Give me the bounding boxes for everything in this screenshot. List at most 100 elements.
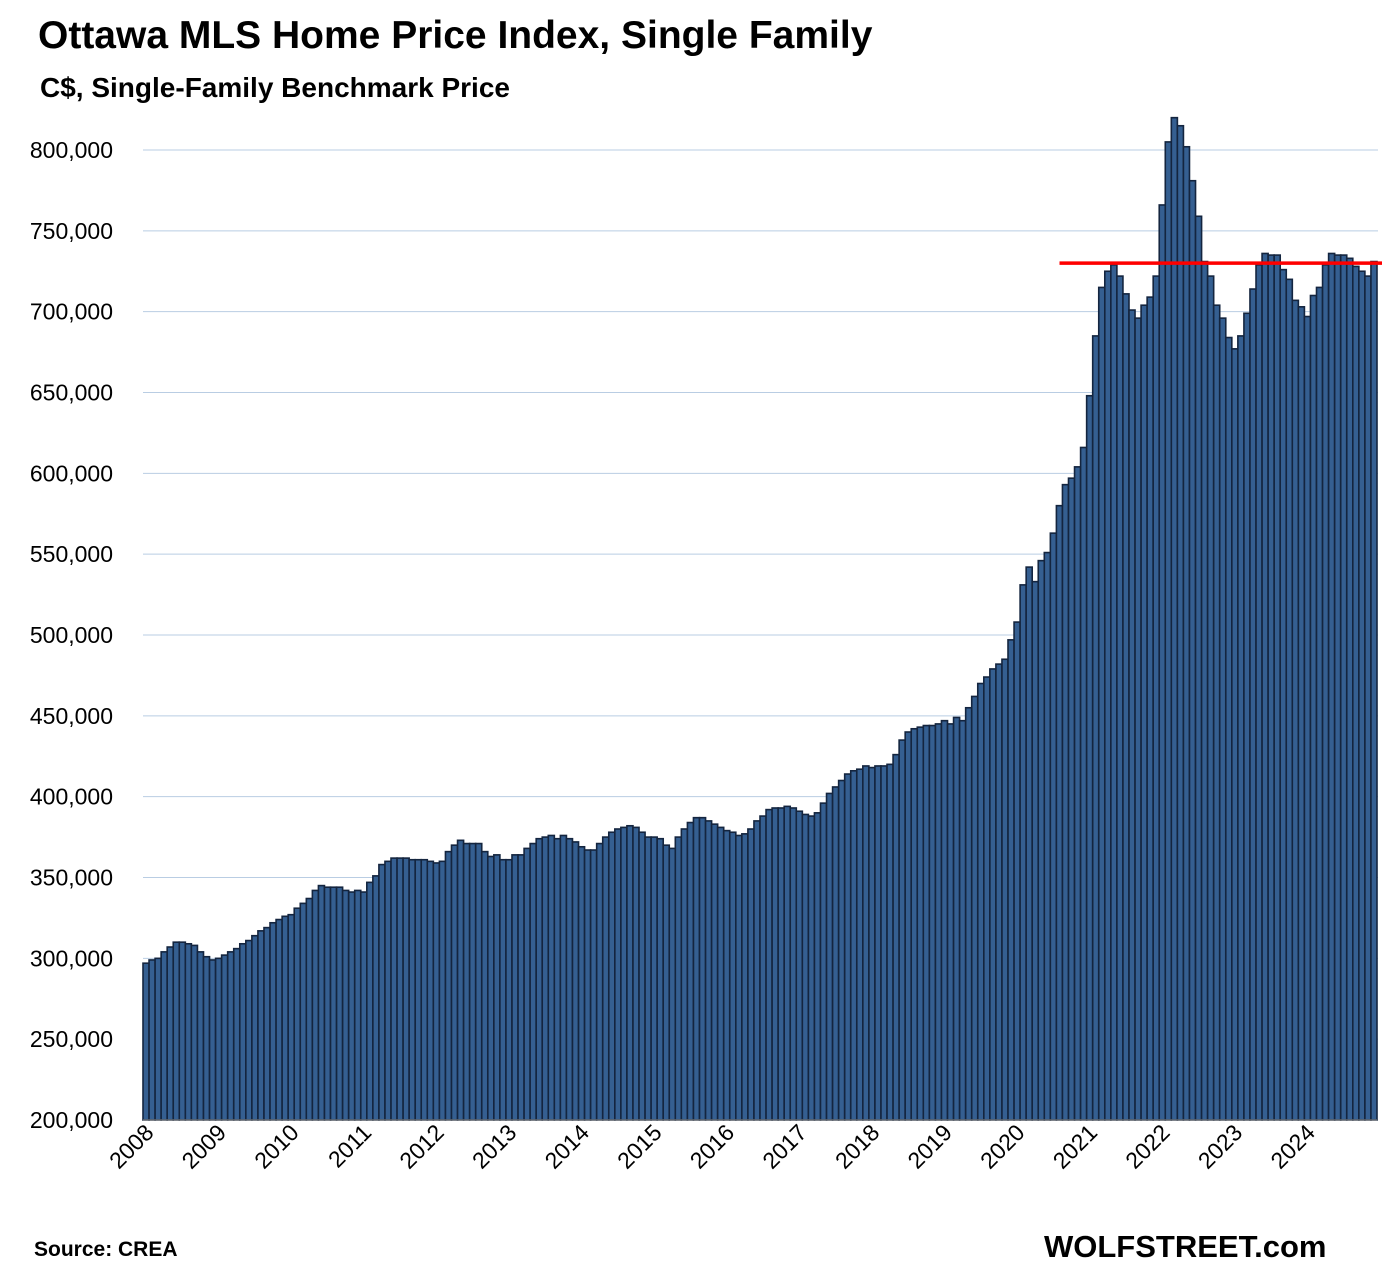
bar xyxy=(1170,116,1179,1121)
bar xyxy=(160,951,168,1121)
bar xyxy=(795,810,804,1121)
bar xyxy=(1140,304,1148,1121)
bar xyxy=(656,837,665,1121)
bar xyxy=(892,753,900,1121)
bar xyxy=(1134,317,1142,1121)
bar xyxy=(916,726,925,1121)
bar xyxy=(468,842,477,1121)
bar xyxy=(166,946,175,1121)
bar xyxy=(1200,260,1209,1121)
y-tick-label: 450,000 xyxy=(30,703,113,729)
bar xyxy=(432,862,441,1121)
bar xyxy=(335,886,344,1121)
bar xyxy=(232,947,241,1121)
bar xyxy=(541,836,550,1121)
bar xyxy=(577,845,586,1121)
bar xyxy=(1188,179,1197,1121)
bar xyxy=(880,765,888,1121)
bar xyxy=(480,850,489,1121)
bar xyxy=(644,836,652,1121)
bar xyxy=(148,959,156,1121)
bar xyxy=(1315,286,1324,1121)
bar xyxy=(1206,275,1215,1121)
bar xyxy=(789,807,798,1121)
bar xyxy=(946,723,955,1121)
bar xyxy=(456,839,465,1121)
bar xyxy=(813,812,822,1121)
bar xyxy=(275,918,283,1121)
bar xyxy=(208,959,217,1121)
bar xyxy=(837,779,846,1121)
bar xyxy=(1025,566,1034,1121)
bar xyxy=(571,841,580,1121)
bar xyxy=(620,826,628,1121)
bar xyxy=(202,955,211,1121)
y-tick-label: 800,000 xyxy=(30,137,113,163)
bar xyxy=(1043,551,1052,1121)
bar xyxy=(450,844,459,1121)
bar xyxy=(281,915,289,1121)
bar xyxy=(1218,317,1227,1121)
bar xyxy=(898,739,906,1121)
bar xyxy=(910,727,919,1121)
bar xyxy=(1037,559,1046,1121)
bar xyxy=(1370,260,1378,1121)
bar xyxy=(1152,275,1161,1121)
bar xyxy=(353,889,362,1121)
bar xyxy=(976,682,985,1121)
bar xyxy=(1128,309,1136,1121)
bar xyxy=(359,891,368,1121)
bar xyxy=(583,849,592,1121)
bar xyxy=(1279,268,1288,1121)
bar xyxy=(1085,394,1094,1121)
bar xyxy=(553,837,562,1121)
bar xyxy=(747,828,755,1121)
bar xyxy=(299,902,308,1121)
bar xyxy=(614,828,622,1121)
x-tick-label: 2014 xyxy=(539,1119,594,1174)
bar xyxy=(1255,263,1263,1121)
bar xyxy=(366,881,374,1121)
bar xyxy=(511,854,519,1121)
bar xyxy=(214,957,223,1121)
bar xyxy=(1212,304,1221,1121)
x-tick-label: 2010 xyxy=(249,1119,304,1174)
bar xyxy=(819,802,828,1121)
x-tick-label: 2024 xyxy=(1265,1119,1320,1174)
x-tick-label: 2020 xyxy=(975,1119,1030,1174)
bar xyxy=(710,823,719,1121)
bar xyxy=(517,854,525,1121)
bar xyxy=(722,829,731,1121)
bar xyxy=(1273,254,1282,1121)
bar xyxy=(698,816,707,1121)
bar xyxy=(1249,288,1257,1121)
bar xyxy=(1061,483,1070,1121)
bar xyxy=(777,807,785,1121)
bar xyxy=(1267,254,1275,1121)
y-tick-label: 550,000 xyxy=(30,541,113,567)
bar xyxy=(493,854,501,1121)
bar xyxy=(753,820,761,1121)
bar xyxy=(692,816,701,1121)
y-tick-label: 700,000 xyxy=(30,299,113,325)
bar xyxy=(378,863,386,1121)
bar xyxy=(559,834,568,1121)
bar xyxy=(783,805,792,1121)
bar xyxy=(1001,658,1009,1121)
bar xyxy=(226,951,235,1121)
bar xyxy=(311,889,320,1121)
bar xyxy=(952,716,961,1121)
y-tick-label: 600,000 xyxy=(30,460,113,486)
bar xyxy=(989,668,997,1121)
bar xyxy=(444,850,453,1121)
bar xyxy=(305,897,314,1121)
chart-title: Ottawa MLS Home Price Index, Single Fami… xyxy=(38,14,873,57)
x-tick-label: 2019 xyxy=(902,1119,957,1174)
bar xyxy=(1345,257,1354,1121)
x-tick-label: 2015 xyxy=(612,1119,667,1174)
bar xyxy=(1285,278,1294,1121)
bar xyxy=(184,942,193,1121)
bar xyxy=(142,962,150,1121)
bar xyxy=(632,826,640,1121)
bar xyxy=(420,858,429,1121)
